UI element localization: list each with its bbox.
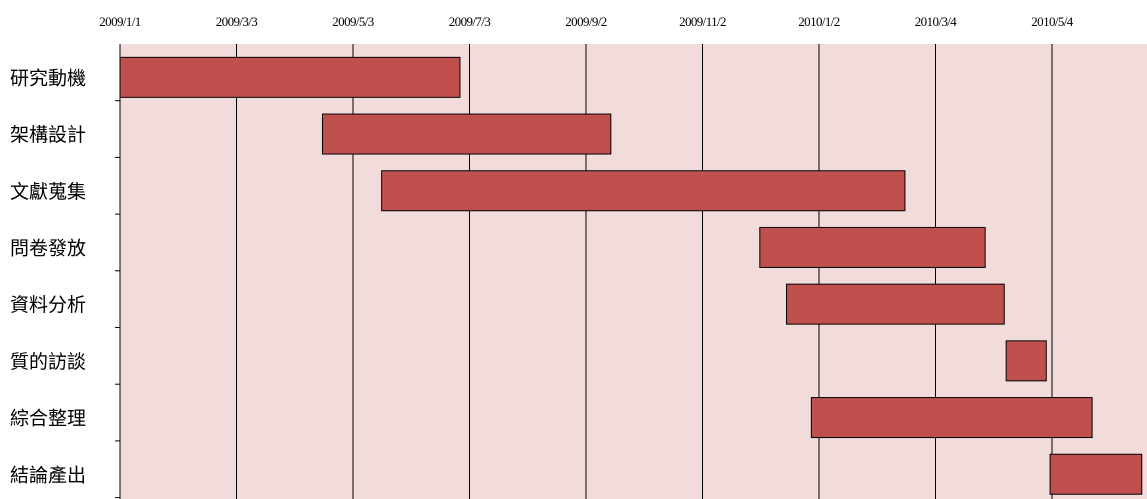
task-label: 研究動機 (10, 67, 86, 89)
task-bar (321, 113, 612, 155)
x-tick-label: 2009/11/2 (679, 14, 726, 29)
x-axis-tick-labels: 2009/1/1 2009/3/3 2009/5/3 2009/7/3 2009/9/2… (99, 14, 1074, 29)
task-bar (1049, 453, 1143, 495)
x-tick-label: 2009/1/1 (99, 14, 141, 29)
x-tick-label: 2009/7/3 (449, 14, 491, 29)
task-bars (119, 56, 1143, 495)
task-label: 架構設計 (10, 124, 86, 146)
x-tick-label: 2010/5/4 (1031, 14, 1074, 29)
x-tick-label: 2010/3/4 (915, 14, 958, 29)
x-tick-label: 2010/1/2 (798, 14, 840, 29)
task-bar (119, 56, 461, 98)
task-label: 問卷發放 (10, 237, 86, 259)
task-label: 資料分析 (10, 294, 86, 316)
task-label: 質的訪談 (10, 351, 86, 373)
x-tick-label: 2009/3/3 (216, 14, 258, 29)
x-tick-label: 2009/9/2 (565, 14, 607, 29)
task-bar (1005, 340, 1047, 382)
task-label: 綜合整理 (10, 408, 86, 430)
task-bar (759, 226, 986, 268)
y-axis (115, 44, 121, 499)
task-bar (810, 397, 1093, 439)
x-tick-label: 2009/5/3 (332, 14, 374, 29)
task-bar (786, 283, 1005, 325)
task-bar (381, 170, 906, 212)
task-label: 文獻蒐集 (10, 181, 86, 203)
task-label: 結論產出 (10, 464, 86, 486)
